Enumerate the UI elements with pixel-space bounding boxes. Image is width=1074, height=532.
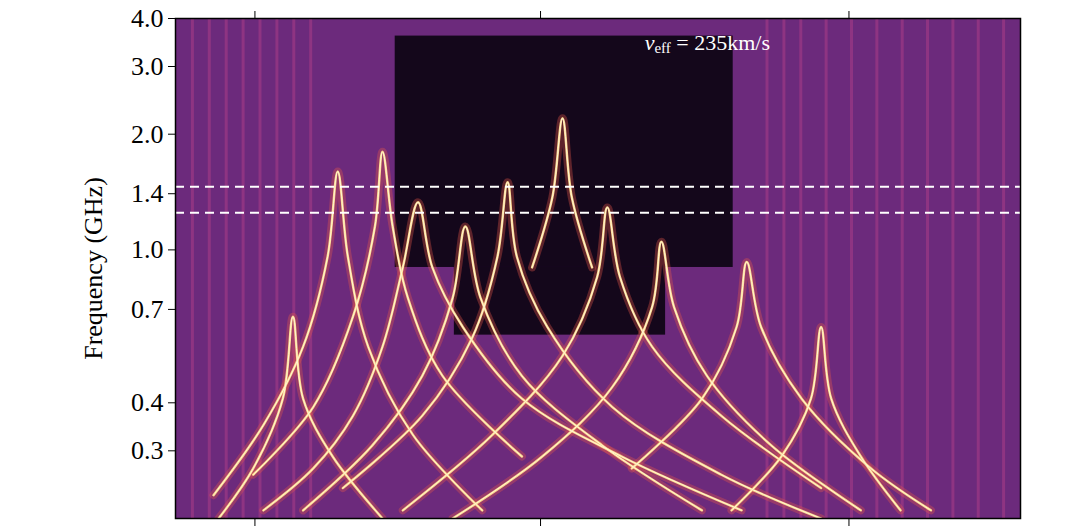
svg-text:0.3: 0.3 [131, 436, 164, 465]
svg-text:1.0: 1.0 [131, 235, 164, 264]
svg-text:4.0: 4.0 [131, 4, 164, 33]
svg-text:0.7: 0.7 [131, 295, 164, 324]
svg-text:1.4: 1.4 [131, 179, 164, 208]
svg-text:3.0: 3.0 [131, 52, 164, 81]
svg-text:Frequency (GHz): Frequency (GHz) [79, 177, 108, 360]
svg-text:0.4: 0.4 [131, 388, 164, 417]
svg-text:veff = 235km/s: veff = 235km/s [645, 30, 770, 56]
svg-text:2.0: 2.0 [131, 120, 164, 149]
